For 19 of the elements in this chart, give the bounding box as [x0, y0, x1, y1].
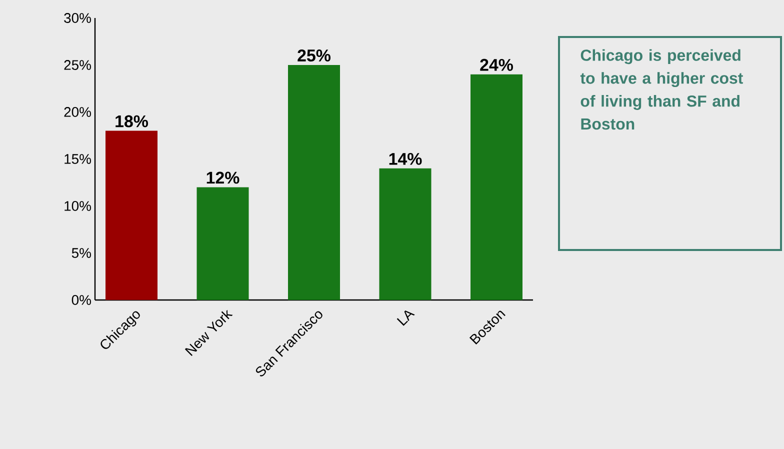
y-tick-label: 10%	[64, 201, 91, 211]
data-label: 12%	[206, 172, 240, 184]
y-tick-label: 25%	[64, 60, 91, 70]
y-tick-label: 30%	[64, 13, 91, 23]
data-label: 25%	[298, 49, 330, 62]
y-tick-label: 15%	[64, 154, 91, 164]
data-label: 18%	[116, 115, 148, 128]
y-tick-label: 20%	[64, 107, 91, 117]
bar	[379, 168, 432, 300]
y-tick-label: 5%	[72, 248, 91, 258]
data-label: 24%	[480, 58, 513, 71]
bar	[470, 74, 522, 300]
text: Chicago is perceived to have a higher cost of living than SF and Boston	[580, 49, 743, 130]
bar	[196, 187, 249, 300]
data-label: 14%	[389, 152, 422, 165]
x-tick-label: LA	[396, 310, 415, 326]
bar	[288, 65, 340, 300]
bar	[106, 130, 158, 300]
y-tick-label: 0%	[72, 295, 91, 305]
